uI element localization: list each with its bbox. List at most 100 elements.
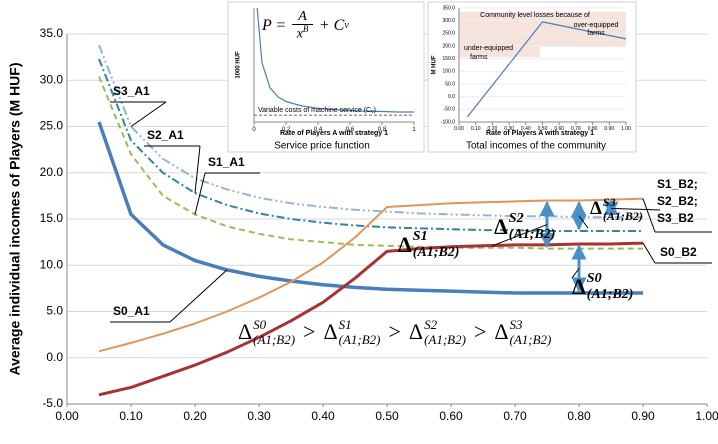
x-tick-label: 0.2 [282, 127, 291, 133]
leader-line [642, 198, 656, 233]
delta-indices: S2 (A1;B2) [509, 212, 556, 242]
annotation: farms [470, 54, 488, 61]
x-tick-label: 0.10 [471, 126, 481, 132]
shaded-region [459, 12, 540, 57]
formula-numerator: A [292, 10, 313, 25]
x-tick-label: 0.6 [346, 127, 355, 133]
delta-superscript: S0 [586, 271, 602, 286]
delta-superscript: S3 [509, 317, 523, 332]
delta-subscript: (A1;B2) [253, 332, 296, 347]
series-label: S0_B2 [660, 245, 697, 259]
cost-label: Variable costs of machine service (Cv) [258, 107, 376, 115]
delta-label: Δ S3 (A1;B2) [494, 318, 551, 346]
x-tick-label: 0.40 [521, 126, 531, 132]
delta-subscript: (A1;B2) [602, 209, 643, 223]
leader-line [642, 242, 656, 264]
y-tick-label: 35.0 [40, 26, 64, 40]
comparison-sign: > [388, 319, 401, 344]
x-tick-label: 0.00 [454, 126, 464, 132]
x-tick-label: 0.90 [604, 126, 614, 132]
comparison-sign: > [473, 319, 487, 344]
series-label: S3_A1 [113, 84, 150, 98]
x-tick-label: 0.60 [554, 126, 564, 132]
y-tick-label: 25.0 [40, 119, 64, 133]
y-tick-label: 15.0 [40, 211, 64, 225]
delta-subscript: (A1;B2) [509, 332, 552, 347]
x-tick-label: 1 [412, 127, 416, 133]
y-axis-title: Average individual incomes of Players (M… [7, 62, 23, 375]
y-tick-label: 10.0 [40, 257, 64, 271]
formula-base: x [296, 26, 303, 42]
leader-line [571, 268, 580, 279]
inset-title: Service price function [274, 141, 370, 152]
formula-rest: + C [318, 16, 345, 34]
delta-symbol: Δ [398, 232, 412, 257]
x-tick-label: 0.00 [55, 409, 79, 423]
annotation: under-equipped [464, 45, 513, 52]
formula-lhs: P = [262, 16, 287, 34]
delta-indices: S1 (A1;B2) [339, 318, 381, 346]
delta-label: Δ S2 (A1;B2) [409, 318, 466, 346]
x-tick-label: 1.00 [621, 126, 631, 132]
x-tick-label: 1.00 [695, 409, 718, 423]
x-tick-label: 0.60 [439, 409, 463, 423]
cost-label-end: ) [374, 107, 376, 114]
delta-subscript: (A1;B2) [586, 287, 634, 302]
delta-superscript: S0 [253, 317, 267, 332]
series-line [97, 121, 643, 295]
delta-label: Δ S0 (A1;B2) [572, 272, 633, 302]
x-tick-label: 0.90 [631, 409, 655, 423]
delta-symbol: Δ [238, 319, 253, 344]
formula-denominator: xB [297, 25, 309, 42]
y-tick-label: 350.0 [442, 5, 455, 11]
x-tick-label: 0.40 [311, 409, 335, 423]
y-tick-label: -50.0 [444, 107, 456, 113]
x-tick-label: 0.80 [588, 126, 598, 132]
y-tick-label: -5.0 [42, 396, 63, 410]
x-tick-label: 0.10 [119, 409, 143, 423]
leader-line [194, 145, 201, 194]
shaded-region [540, 12, 626, 47]
x-tick-label: 0.30 [504, 126, 514, 132]
series-label: S1_A1 [208, 155, 245, 169]
y-tick-label: 20.0 [40, 165, 64, 179]
series-label: S1_B2; S2_B2; S3_B2 [657, 177, 698, 225]
leader-line [578, 215, 589, 229]
y-tick-label: 50.0 [445, 81, 455, 87]
leader-line [169, 269, 228, 323]
delta-symbol: Δ [590, 198, 602, 219]
delta-symbol: Δ [494, 319, 509, 344]
inequality: Δ S0 (A1;B2) > Δ S1 (A1;B2) > Δ S2 (A1;B2) > Δ S3 (A1;… [238, 318, 551, 346]
x-tick-label: 0.8 [378, 127, 387, 133]
delta-superscript: S2 [424, 317, 438, 332]
formula-subscript: v [344, 20, 349, 32]
delta-subscript: (A1;B2) [412, 245, 460, 260]
series-line [256, 7, 414, 113]
delta-superscript: S1 [412, 229, 428, 244]
y-tick-label: 5.0 [46, 304, 63, 318]
y-tick-label: -100.0 [441, 119, 455, 125]
delta-indices: S3 (A1;B2) [510, 318, 552, 346]
delta-indices: S3 (A1;B2) [603, 196, 643, 222]
delta-superscript: S2 [508, 211, 524, 226]
delta-label: Δ S1 (A1;B2) [398, 230, 459, 260]
leader-line [194, 172, 206, 215]
y-tick-label: 300.0 [442, 18, 455, 24]
delta-symbol: Δ [323, 319, 338, 344]
x-tick-label: 0.80 [567, 409, 591, 423]
x-axis-title: Rate of Players A with strategy 1 [280, 130, 388, 137]
delta-label: Δ S0 (A1;B2) [238, 318, 295, 346]
delta-superscript: S3 [602, 195, 616, 209]
y-tick-label: 250.0 [442, 31, 455, 37]
series-line [98, 76, 643, 250]
delta-indices: S0 (A1;B2) [253, 318, 295, 346]
x-tick-label: 0.70 [503, 409, 527, 423]
y-tick-label: 150.0 [442, 56, 455, 62]
delta-subscript: (A1;B2) [508, 227, 556, 242]
x-tick-label: 0.20 [183, 409, 207, 423]
x-tick-label: 0.30 [247, 409, 271, 423]
leader-line [130, 101, 167, 127]
